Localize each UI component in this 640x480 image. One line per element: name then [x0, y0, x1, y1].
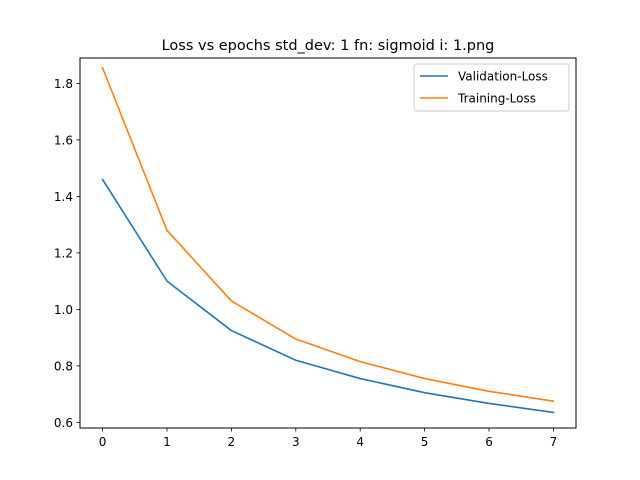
x-tick-label: 2: [228, 435, 236, 449]
series-line-training-loss: [101, 66, 555, 403]
axes-frame: [79, 57, 577, 429]
plot-area: 0 1 2 3 4 5 6 7 0.6 0.8 1.0 1.2 1.4 1.6 1.8: [54, 66, 558, 449]
legend-label: Validation-Loss: [458, 70, 548, 84]
chart-title: Loss vs epochs std_dev: 1 fn: sigmoid i:…: [162, 38, 495, 54]
y-tick-label: 1.0: [54, 303, 73, 317]
y-tick-label: 0.8: [54, 359, 73, 373]
x-tick-label: 0: [99, 435, 107, 449]
y-tick-label: 0.6: [54, 416, 73, 430]
x-tick-label: 7: [550, 435, 558, 449]
legend-label: Training-Loss: [457, 92, 536, 106]
x-tick-label: 3: [292, 435, 300, 449]
y-tick-label: 1.4: [54, 190, 73, 204]
legend-box: [413, 63, 570, 112]
x-tick-label: 4: [356, 435, 364, 449]
y-tick-label: 1.6: [54, 133, 73, 147]
y-tick-label: 1.2: [54, 246, 73, 260]
series-line-validation-loss: [101, 178, 555, 414]
y-tick-label: 1.8: [54, 77, 73, 91]
x-tick-label: 5: [421, 435, 429, 449]
legend: Validation-Loss Training-Loss: [413, 63, 570, 112]
x-tick-label: 1: [163, 435, 171, 449]
x-tick-label: 6: [485, 435, 493, 449]
